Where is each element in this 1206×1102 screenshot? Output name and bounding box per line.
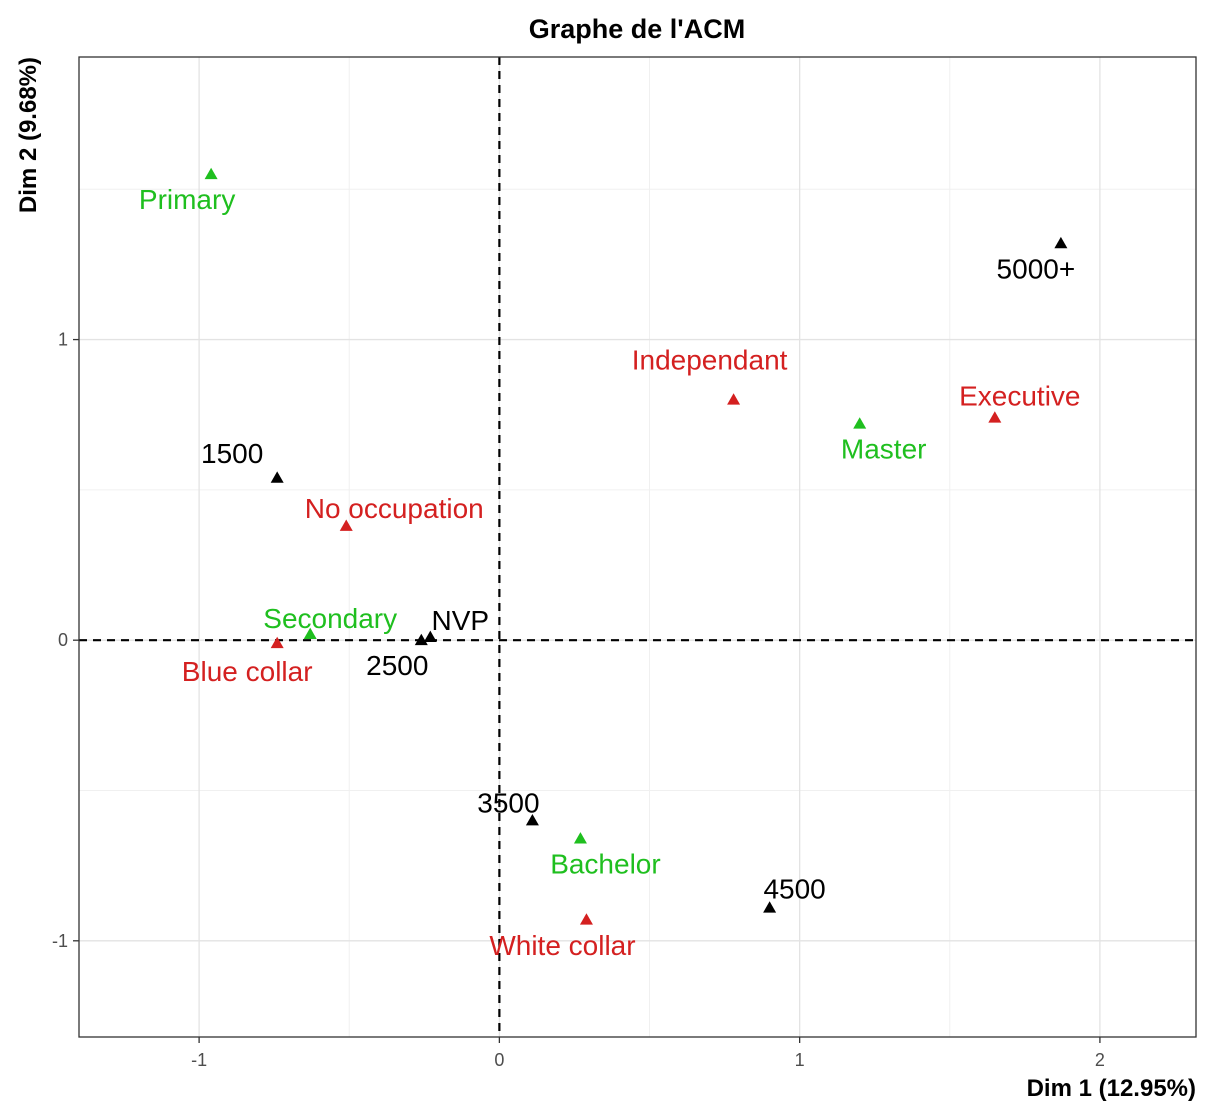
point-marker-bachelor bbox=[573, 832, 587, 844]
point-labels-layer: Primary Secondary Master Bachelor Independan… bbox=[139, 184, 1081, 961]
point-label-executive: Executive bbox=[959, 381, 1080, 412]
point-label-blue-collar: Blue collar bbox=[182, 656, 313, 687]
x-tick-label: 2 bbox=[1095, 1050, 1105, 1070]
x-tick-label: -1 bbox=[191, 1050, 207, 1070]
y-axis-title: Dim 2 (9.68%) bbox=[15, 57, 42, 213]
point-marker-blue-collar bbox=[270, 636, 284, 649]
point-label-master: Master bbox=[841, 434, 927, 465]
x-tick-label: 1 bbox=[795, 1050, 805, 1070]
point-marker-5000 bbox=[1054, 236, 1068, 249]
point-marker-master bbox=[853, 417, 867, 429]
point-label-4500: 4500 bbox=[763, 874, 825, 905]
point-marker-nvp bbox=[423, 630, 437, 643]
point-marker-no-occupation bbox=[339, 519, 353, 531]
y-tick-label: -1 bbox=[52, 931, 68, 951]
reference-lines bbox=[79, 57, 1196, 1037]
y-tick-label: 0 bbox=[58, 630, 68, 650]
point-label-white-collar: White collar bbox=[489, 930, 635, 961]
point-label-secondary: Secondary bbox=[263, 603, 397, 634]
point-label-1500: 1500 bbox=[201, 438, 263, 469]
panel-border bbox=[78, 56, 1197, 1038]
point-marker-3500 bbox=[525, 814, 539, 826]
point-marker-white-collar bbox=[579, 913, 593, 925]
point-marker-primary bbox=[204, 167, 218, 180]
point-label-5000: 5000+ bbox=[997, 253, 1076, 284]
point-label-2500: 2500 bbox=[366, 650, 428, 681]
point-marker-1500 bbox=[270, 471, 284, 483]
point-marker-2500 bbox=[414, 633, 428, 646]
point-marker-4500 bbox=[763, 901, 777, 913]
axis-ticks: -1 0 1 2 -1 0 1 bbox=[52, 330, 1105, 1070]
major-grid bbox=[79, 57, 1196, 1037]
point-label-independant: Independant bbox=[632, 345, 788, 376]
minor-grid bbox=[79, 57, 1196, 1037]
point-label-bachelor: Bachelor bbox=[550, 849, 661, 880]
point-label-primary: Primary bbox=[139, 184, 235, 215]
x-tick-label: 0 bbox=[494, 1050, 504, 1070]
chart-title: Graphe de l'ACM bbox=[529, 14, 745, 44]
points-layer bbox=[204, 167, 1068, 925]
point-label-no-occupation: No occupation bbox=[305, 493, 484, 524]
point-label-nvp: NVP bbox=[432, 605, 490, 636]
point-marker-executive bbox=[988, 411, 1002, 423]
point-marker-independant bbox=[727, 393, 741, 405]
point-label-3500: 3500 bbox=[477, 788, 539, 819]
point-marker-secondary bbox=[303, 627, 317, 640]
y-tick-label: 1 bbox=[58, 330, 68, 350]
x-axis-title: Dim 1 (12.95%) bbox=[1027, 1075, 1196, 1102]
